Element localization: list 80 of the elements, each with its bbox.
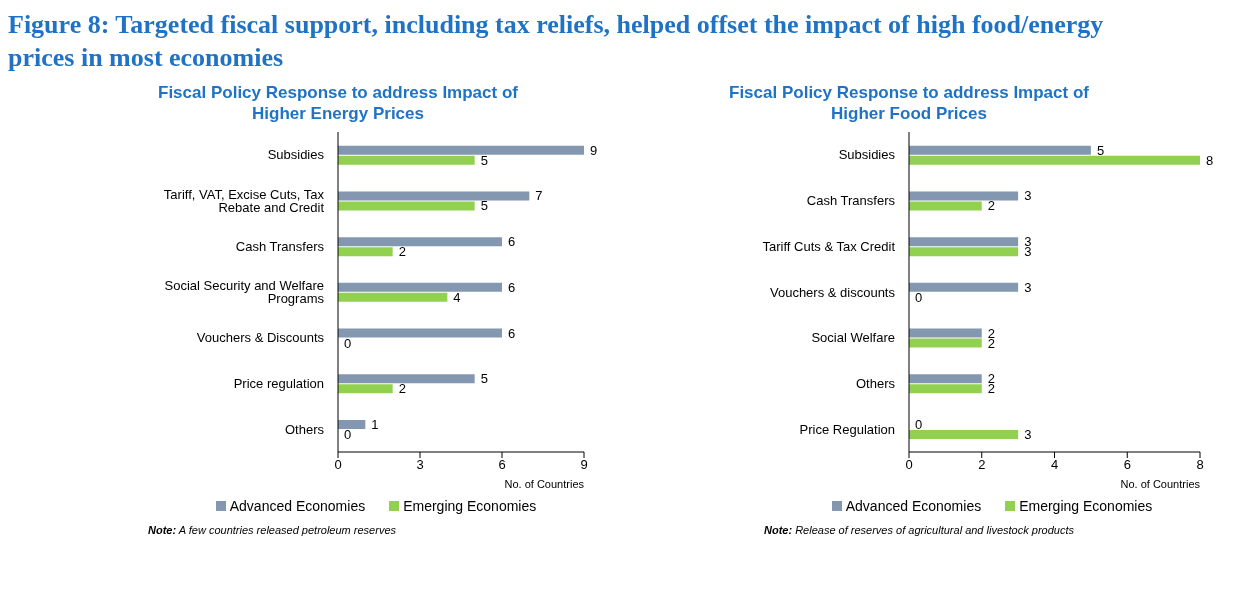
y-tick-label: Price regulation [233, 376, 324, 392]
y-tick-label: Others [284, 421, 325, 437]
text: Note: A few countries released petroleum reserves [148, 524, 397, 536]
legend-label: Advanced Economies [228, 498, 366, 514]
data-label: 0 [344, 427, 352, 443]
x-tick-label: 9 [580, 457, 588, 473]
data-label: 6 [508, 279, 516, 295]
bar [909, 191, 1019, 201]
x-tick-label: 4 [1050, 457, 1059, 473]
bar [909, 384, 982, 394]
bar [338, 420, 366, 429]
legend-label: Emerging Economies [402, 498, 537, 514]
x-axis-title: No. of Countries [503, 478, 585, 492]
bar [338, 282, 502, 292]
data-label: 9 [590, 142, 598, 158]
y-tick-label: Cash Transfers [806, 193, 896, 209]
x-tick-label: 6 [1123, 457, 1131, 473]
bar [338, 201, 475, 211]
chart-title: Fiscal Policy Response to address Impact of Higher Food Prices [729, 82, 1089, 125]
data-label: 1 [371, 417, 379, 433]
data-label: 5 [480, 198, 488, 214]
x-tick-label: 8 [1196, 457, 1204, 473]
data-label: 6 [508, 234, 516, 250]
caption: Figure 8: Targeted fiscal support, including tax reliefs, helped offset the impact of high food/energy prices in most economies [8, 9, 1105, 74]
bar [909, 338, 982, 348]
y-tick-label: Others [855, 376, 896, 392]
bar [338, 237, 502, 247]
data-label: 4 [453, 289, 461, 305]
y-tick-label: Price Regulation [799, 421, 895, 437]
y-tick-label: Cash Transfers [235, 238, 325, 254]
text: Note: Release of reserves of agricultural and livestock products [764, 524, 1074, 536]
data-label: 0 [344, 335, 352, 351]
data-label: 6 [508, 325, 516, 341]
y-tick-label: Vouchers & discounts [769, 284, 896, 300]
y-tick-label: Social Security and Welfare Programs [164, 278, 325, 307]
legend-label: Emerging Economies [1018, 498, 1153, 514]
data-label: 8 [1206, 152, 1214, 168]
y-tick-label: Tariff, VAT, Excise Cuts, Tax Rebate and Credit [163, 186, 325, 215]
x-tick-label: 6 [498, 457, 506, 473]
y-tick-label: Tariff Cuts & Tax Credit [762, 238, 896, 254]
x-axis-title: No. of Countries [1119, 478, 1201, 492]
bar [338, 145, 584, 155]
bar [909, 247, 1019, 257]
bar [338, 155, 475, 165]
x-tick-label: 2 [978, 457, 986, 473]
bar [909, 430, 1019, 439]
data-label: 2 [398, 244, 406, 260]
chart-title: Fiscal Policy Response to address Impact of Higher Energy Prices [158, 82, 518, 125]
y-tick-label: Social Welfare [811, 330, 895, 346]
data-label: 3 [1024, 279, 1032, 295]
bar [909, 328, 982, 338]
bar [338, 191, 530, 201]
bar [909, 282, 1019, 292]
data-label: 2 [987, 198, 995, 214]
x-tick-label: 3 [416, 457, 424, 473]
bar [338, 292, 448, 302]
bar [909, 145, 1091, 155]
bar [338, 374, 475, 384]
legend-label: Advanced Economies [844, 498, 982, 514]
data-label: 3 [1024, 188, 1032, 204]
bar [338, 384, 393, 394]
y-tick-label: Vouchers & Discounts [196, 330, 325, 346]
data-label: 7 [535, 188, 543, 204]
x-tick-label: 0 [905, 457, 913, 473]
data-label: 0 [915, 289, 923, 305]
data-label: 5 [480, 152, 488, 168]
bar [338, 247, 393, 257]
bar [909, 201, 982, 211]
data-label: 2 [398, 381, 406, 397]
y-tick-label: Subsidies [838, 147, 896, 163]
data-label: 0 [915, 417, 923, 433]
data-label: 3 [1024, 427, 1032, 443]
bar [909, 237, 1019, 247]
y-tick-label: Subsidies [267, 147, 325, 163]
bar [909, 155, 1200, 165]
data-label: 5 [1096, 142, 1105, 158]
bar [909, 374, 982, 384]
x-tick-label: 0 [334, 457, 342, 473]
bar [338, 328, 502, 338]
data-label: 5 [480, 371, 488, 387]
